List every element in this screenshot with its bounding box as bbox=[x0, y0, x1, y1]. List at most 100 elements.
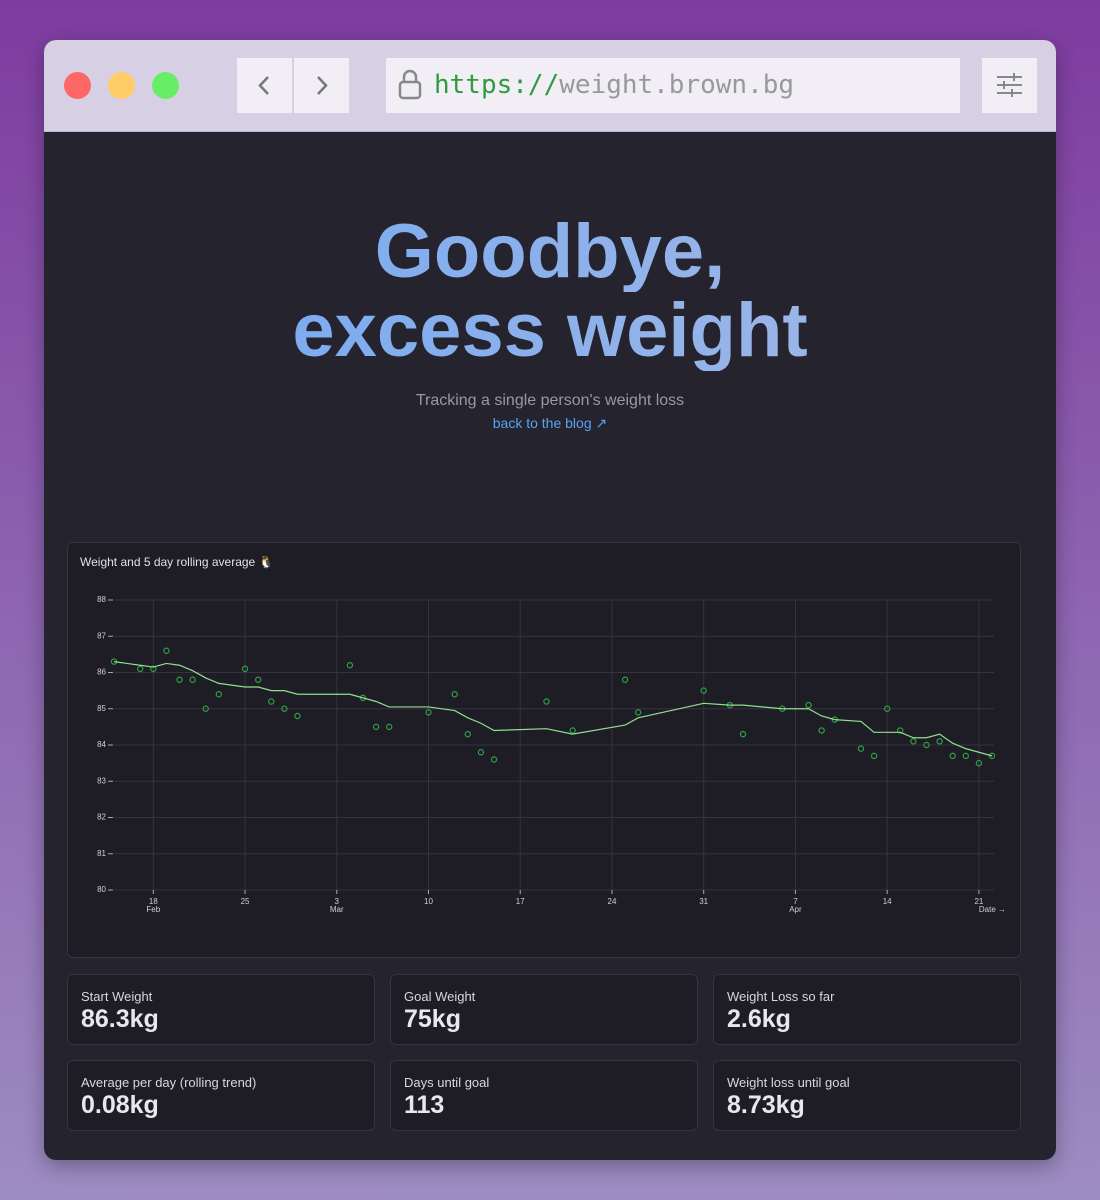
weight-point bbox=[490, 756, 498, 763]
stat-value: 8.73kg bbox=[727, 1091, 805, 1119]
stat-label: Goal Weight bbox=[404, 989, 476, 1004]
forward-button[interactable] bbox=[294, 58, 349, 113]
subtitle: Tracking a single person's weight loss bbox=[415, 392, 685, 409]
weight-point bbox=[268, 698, 275, 705]
weight-point bbox=[988, 752, 996, 760]
weight-point bbox=[949, 752, 956, 760]
weight-point bbox=[359, 694, 367, 702]
lock-icon bbox=[398, 69, 422, 100]
stat-label: Average per day (rolling trend) bbox=[81, 1075, 257, 1090]
x-tick-label: 25 bbox=[241, 897, 250, 906]
x-tick-label: 18 bbox=[149, 897, 158, 906]
x-tick-label: 17 bbox=[516, 897, 525, 906]
stat-card: Goal Weight 75kg bbox=[390, 974, 698, 1045]
y-tick-label: 81 bbox=[97, 849, 106, 858]
y-tick-label: 86 bbox=[97, 668, 106, 677]
weight-point bbox=[910, 738, 917, 745]
forward-icon bbox=[317, 76, 328, 95]
back-button[interactable] bbox=[237, 58, 292, 113]
stat-label: Days until goal bbox=[404, 1075, 490, 1090]
weight-point bbox=[543, 698, 550, 705]
url-host: weight.brown.bg bbox=[559, 70, 795, 100]
weight-point bbox=[385, 723, 393, 731]
weight-point bbox=[281, 705, 288, 712]
weight-point bbox=[346, 662, 354, 669]
weight-point bbox=[818, 727, 825, 734]
hero-title-line: Goodbye, bbox=[44, 212, 1056, 292]
stat-value: 113 bbox=[404, 1091, 445, 1119]
weight-point bbox=[739, 730, 747, 738]
y-tick-label: 84 bbox=[97, 740, 106, 749]
stat-card: Days until goal 113 bbox=[390, 1060, 698, 1131]
stat-value: 75kg bbox=[404, 1005, 461, 1033]
x-tick-label: Mar bbox=[330, 905, 344, 914]
weight-point bbox=[975, 759, 983, 767]
weight-point bbox=[700, 687, 707, 694]
y-tick-label: 82 bbox=[97, 813, 106, 822]
stat-label: Weight Loss so far bbox=[727, 989, 835, 1004]
weight-point bbox=[923, 741, 930, 749]
weight-point bbox=[372, 723, 380, 731]
x-tick-label: 3 bbox=[335, 897, 340, 906]
weight-point bbox=[857, 745, 865, 752]
weight-point bbox=[163, 647, 170, 654]
hero-title-line: excess weight bbox=[44, 291, 1056, 371]
stat-card: Weight loss until goal 8.73kg bbox=[713, 1060, 1021, 1131]
x-tick-label: 24 bbox=[608, 897, 617, 906]
weight-point bbox=[936, 738, 943, 745]
x-tick-label: 7 bbox=[793, 897, 798, 906]
weight-point bbox=[294, 712, 301, 720]
weight-point bbox=[202, 705, 209, 712]
blog-link[interactable]: back to the blog ↗ bbox=[492, 415, 608, 431]
x-tick-label: 10 bbox=[424, 897, 433, 906]
back-icon bbox=[258, 76, 269, 95]
toolbar: https://weight.brown.bg bbox=[44, 40, 1056, 132]
rolling-average-line bbox=[113, 661, 993, 757]
stat-value: 2.6kg bbox=[727, 1005, 791, 1033]
weight-point bbox=[870, 752, 878, 760]
stat-card: Average per day (rolling trend) 0.08kg bbox=[67, 1060, 375, 1131]
y-tick-label: 88 bbox=[97, 595, 106, 604]
chart-card: Weight and 5 day rolling average 🐧 80 81 8… bbox=[67, 542, 1021, 958]
stat-value: 0.08kg bbox=[81, 1091, 159, 1119]
stat-label: Start Weight bbox=[81, 989, 153, 1004]
settings-icon bbox=[997, 73, 1022, 97]
weight-point bbox=[897, 727, 904, 734]
close-button[interactable] bbox=[64, 72, 91, 99]
stat-card: Weight Loss so far 2.6kg bbox=[713, 974, 1021, 1045]
weight-point bbox=[137, 665, 144, 673]
weight-point bbox=[150, 665, 157, 673]
chart: Weight and 5 day rolling average 🐧 80 81 8… bbox=[80, 555, 1006, 914]
weight-point bbox=[805, 701, 812, 709]
y-tick-label: 80 bbox=[97, 885, 106, 894]
x-tick-label: Feb bbox=[146, 905, 160, 914]
y-tick-label: 87 bbox=[97, 631, 106, 640]
stat-card: Start Weight 86.3kg bbox=[67, 974, 375, 1045]
x-tick-label: Apr bbox=[789, 905, 802, 914]
weight-point bbox=[569, 727, 576, 734]
weight-point bbox=[962, 752, 969, 760]
x-tick-label: 31 bbox=[699, 897, 708, 906]
weight-point bbox=[176, 676, 183, 683]
chart-title: Weight and 5 day rolling average 🐧 bbox=[80, 555, 274, 569]
x-axis-label: Date → bbox=[979, 905, 1006, 914]
y-tick-label: 83 bbox=[97, 776, 106, 785]
weight-point bbox=[477, 749, 485, 756]
settings-button[interactable] bbox=[982, 58, 1037, 113]
url-scheme: https:// bbox=[434, 70, 560, 100]
weight-point bbox=[883, 705, 891, 712]
minimize-button[interactable] bbox=[108, 72, 135, 99]
stat-value: 86.3kg bbox=[81, 1005, 159, 1033]
weight-point bbox=[451, 691, 458, 698]
weight-point bbox=[189, 676, 196, 683]
stat-label: Weight loss until goal bbox=[727, 1075, 850, 1090]
weight-point bbox=[634, 709, 642, 716]
y-tick-label: 85 bbox=[97, 704, 106, 713]
weight-point bbox=[254, 676, 262, 683]
address-bar[interactable]: https://weight.brown.bg bbox=[386, 58, 960, 113]
maximize-button[interactable] bbox=[152, 72, 179, 99]
weight-point bbox=[241, 665, 249, 673]
weight-point bbox=[464, 730, 472, 738]
x-tick-label: 14 bbox=[883, 897, 892, 906]
